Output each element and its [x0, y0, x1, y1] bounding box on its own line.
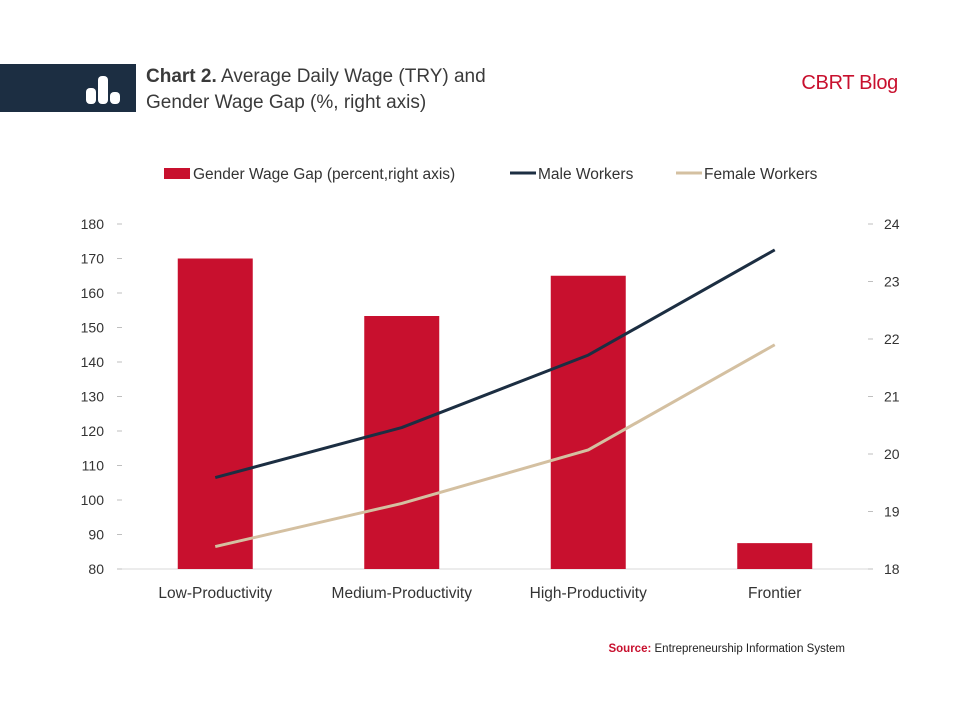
- y-right-tick-label: 24: [884, 216, 900, 232]
- x-tick-label: Frontier: [748, 585, 801, 602]
- y-left-tick-label: 140: [81, 354, 105, 370]
- y-left-tick-label: 100: [81, 492, 105, 508]
- y-left-tick-label: 130: [81, 389, 105, 405]
- legend-gender-wage-gap-label: Gender Wage Gap (percent,right axis): [193, 166, 455, 183]
- chart-title-line2: Gender Wage Gap (%, right axis): [146, 92, 427, 113]
- bar-gender-wage-gap: [550, 275, 626, 569]
- x-tick-label: High-Productivity: [530, 585, 647, 602]
- x-tick-label: Medium-Productivity: [332, 585, 473, 602]
- header-bar: [0, 64, 136, 112]
- chart-title-line1: Average Daily Wage (TRY) and: [220, 66, 486, 87]
- y-left-tick-label: 110: [82, 458, 105, 474]
- y-right-tick-label: 21: [884, 389, 900, 405]
- chart-title: Chart 2. Average Daily Wage (TRY) and Ge…: [146, 64, 706, 116]
- y-left-tick-label: 160: [81, 285, 105, 301]
- y-left-tick-label: 170: [81, 251, 105, 267]
- legend-female-workers-label: Female Workers: [704, 166, 818, 183]
- line-female-workers: [214, 343, 776, 549]
- bar-gender-wage-gap: [737, 543, 813, 569]
- source-text: Entrepreneurship Information System: [654, 643, 845, 655]
- y-left-tick-label: 90: [88, 527, 104, 543]
- bar-gender-wage-gap: [364, 316, 440, 569]
- y-left-tick-label: 80: [88, 561, 104, 577]
- bar-gender-wage-gap: [177, 258, 253, 569]
- line-male-workers: [214, 248, 776, 480]
- y-right-tick-label: 22: [884, 331, 900, 347]
- y-left-tick-label: 150: [81, 320, 105, 336]
- y-left-tick-label: 180: [81, 216, 105, 232]
- source-label: Source:: [608, 643, 652, 655]
- y-right-tick-label: 23: [884, 274, 900, 290]
- y-right-tick-label: 18: [884, 561, 900, 577]
- y-left-tick-label: 120: [81, 423, 105, 439]
- y-right-tick-label: 20: [884, 446, 900, 462]
- brand-logo: CBRT Blog: [801, 72, 898, 94]
- y-right-tick-label: 19: [884, 504, 900, 520]
- legend-male-workers-label: Male Workers: [538, 166, 634, 183]
- x-tick-label: Low-Productivity: [158, 585, 272, 602]
- source-note: Source: Entrepreneurship Information Sys…: [608, 643, 845, 655]
- chart-number: Chart 2.: [146, 66, 217, 87]
- bar-chart-icon: [86, 76, 120, 104]
- legend-gender-wage-gap-swatch: [164, 168, 190, 179]
